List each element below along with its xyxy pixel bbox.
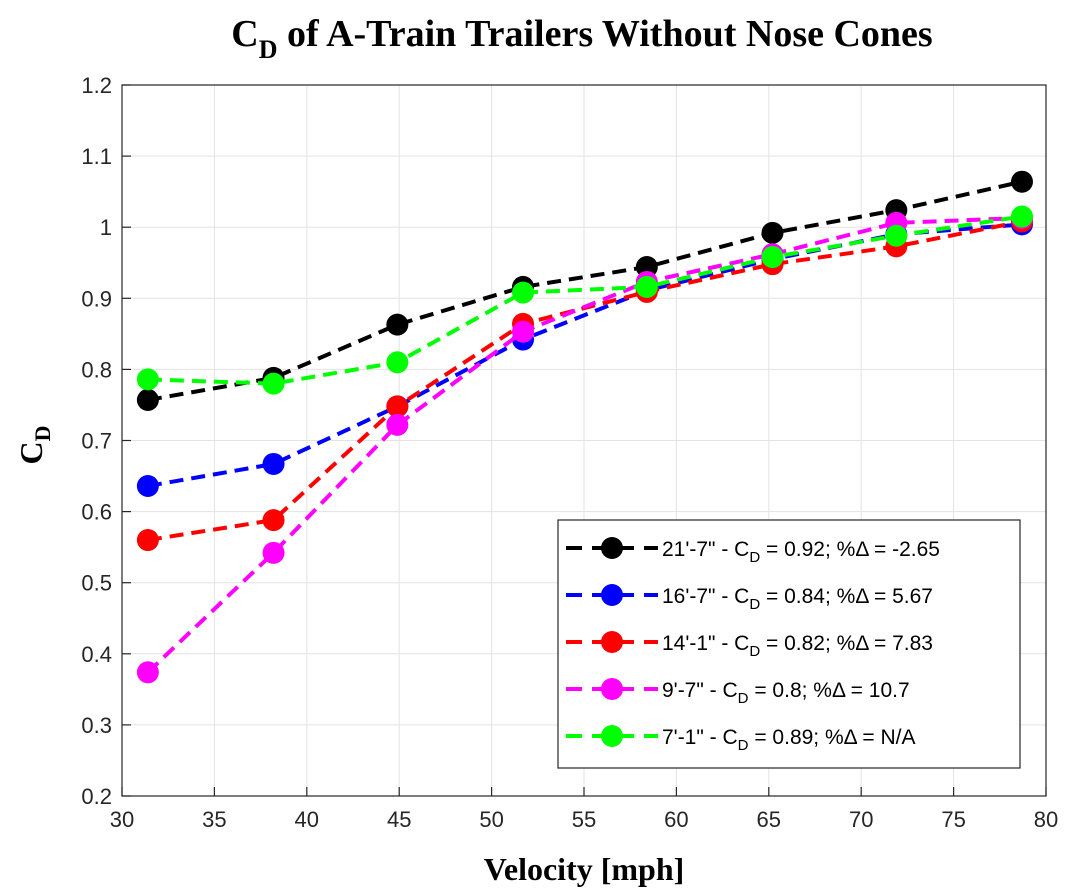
- chart-title: CD of A-Train Trailers Without Nose Cone…: [231, 13, 932, 64]
- legend-label-subscript: D: [738, 690, 749, 707]
- chart-title-subscript: D: [259, 35, 278, 64]
- chart-title-base: C: [231, 13, 258, 55]
- series-group: [136, 170, 1033, 684]
- legend-marker: [601, 631, 623, 653]
- legend-box: [557, 519, 1021, 769]
- x-tick-label: 80: [1034, 807, 1058, 832]
- y-axis-label-subscript: D: [30, 426, 55, 442]
- data-point: [136, 368, 159, 391]
- y-tick-label: 1: [100, 215, 112, 240]
- legend-label: 16'-7" - CD = 0.84; %Δ = 5.67: [662, 585, 933, 613]
- legend-marker: [601, 725, 623, 747]
- x-tick-label: 50: [479, 807, 503, 832]
- data-point: [512, 281, 535, 304]
- legend-marker: [601, 584, 623, 606]
- series-line: [147, 222, 1023, 488]
- legend-label-prefix: 7'-1" - C: [662, 726, 738, 749]
- legend-marker: [601, 678, 623, 700]
- legend-label-suffix: = 0.89; %Δ = N/A: [749, 726, 916, 749]
- legend-label: 21'-7" - CD = 0.92; %Δ = -2.65: [662, 538, 940, 566]
- legend-label-suffix: = 0.84; %Δ = 5.67: [760, 585, 933, 608]
- y-tick-label: 0.3: [81, 713, 112, 738]
- legend-label-prefix: 14'-1" - C: [662, 632, 749, 655]
- y-axis-label-base: C: [13, 441, 49, 464]
- x-tick-label: 35: [202, 807, 226, 832]
- y-tick-label: 0.7: [81, 429, 112, 454]
- legend-label: 7'-1" - CD = 0.89; %Δ = N/A: [662, 726, 915, 754]
- y-tick-label: 0.5: [81, 571, 112, 596]
- y-tick-label: 0.6: [81, 500, 112, 525]
- legend-label-subscript: D: [738, 737, 749, 754]
- data-point: [512, 320, 535, 343]
- y-tick-label: 0.2: [81, 784, 112, 809]
- data-point: [136, 475, 159, 498]
- x-tick-label: 45: [387, 807, 411, 832]
- legend-label-prefix: 9'-7" - C: [662, 679, 738, 702]
- data-point: [262, 372, 285, 395]
- data-point: [635, 275, 658, 298]
- data-point: [262, 452, 285, 475]
- x-tick-label: 30: [110, 807, 134, 832]
- legend-label-subscript: D: [749, 549, 760, 566]
- x-axis-label: Velocity [mph]: [484, 851, 685, 887]
- legend-label: 9'-7" - CD = 0.8; %Δ = 10.7: [662, 679, 910, 707]
- legend-label-subscript: D: [749, 596, 760, 613]
- legend-item-2: 16'-7" - CD = 0.84; %Δ = 5.67: [566, 584, 933, 613]
- series-line: [147, 179, 1023, 402]
- data-point: [386, 413, 409, 436]
- data-point: [1010, 205, 1033, 228]
- legend-item-4: 9'-7" - CD = 0.8; %Δ = 10.7: [566, 678, 910, 707]
- data-point: [262, 541, 285, 564]
- x-tick-label: 55: [572, 807, 596, 832]
- legend-label-suffix: = 0.92; %Δ = -2.65: [760, 538, 940, 561]
- data-point: [885, 224, 908, 247]
- x-tick-label: 40: [295, 807, 319, 832]
- legend-label-prefix: 21'-7" - C: [662, 538, 749, 561]
- legend-label-suffix: = 0.8; %Δ = 10.7: [749, 679, 910, 702]
- y-tick-label: 0.9: [81, 286, 112, 311]
- series-5: [136, 205, 1033, 395]
- data-point: [386, 313, 409, 336]
- data-point: [136, 529, 159, 552]
- data-point: [262, 509, 285, 532]
- data-point: [761, 246, 784, 269]
- x-tick-label: 75: [941, 807, 965, 832]
- axis-ticks: 30 35 40 45 50 55 60 65 70 75 80 0.2 0.3 0.4 0.5 0.6 0.7…: [81, 73, 1058, 832]
- legend-label: 14'-1" - CD = 0.82; %Δ = 7.83: [662, 632, 933, 660]
- legend-label-suffix: = 0.82; %Δ = 7.83: [760, 632, 933, 655]
- legend-label-subscript: D: [749, 643, 760, 660]
- series-1: [136, 170, 1033, 411]
- legend-item-3: 14'-1" - CD = 0.82; %Δ = 7.83: [566, 631, 933, 660]
- chart-title-rest: of A-Train Trailers Without Nose Cones: [278, 13, 933, 55]
- legend-marker: [601, 537, 623, 559]
- data-point: [761, 221, 784, 244]
- y-axis-label: CD: [13, 426, 55, 465]
- legend-item-1: 21'-7" - CD = 0.92; %Δ = -2.65: [566, 537, 940, 566]
- y-tick-label: 0.4: [81, 642, 112, 667]
- legend-label-prefix: 16'-7" - C: [662, 585, 749, 608]
- y-tick-label: 1.2: [81, 73, 112, 98]
- y-tick-label: 1.1: [81, 144, 112, 169]
- y-tick-label: 0.8: [81, 357, 112, 382]
- series-line: [146, 216, 1023, 674]
- series-line: [147, 214, 1023, 386]
- data-point: [136, 661, 159, 684]
- data-point: [136, 388, 159, 411]
- data-point: [386, 395, 409, 418]
- x-tick-label: 60: [664, 807, 688, 832]
- data-point: [386, 351, 409, 374]
- x-tick-label: 70: [849, 807, 873, 832]
- legend-item-5: 7'-1" - CD = 0.89; %Δ = N/A: [566, 725, 915, 754]
- x-tick-label: 65: [757, 807, 781, 832]
- data-point: [1010, 170, 1033, 193]
